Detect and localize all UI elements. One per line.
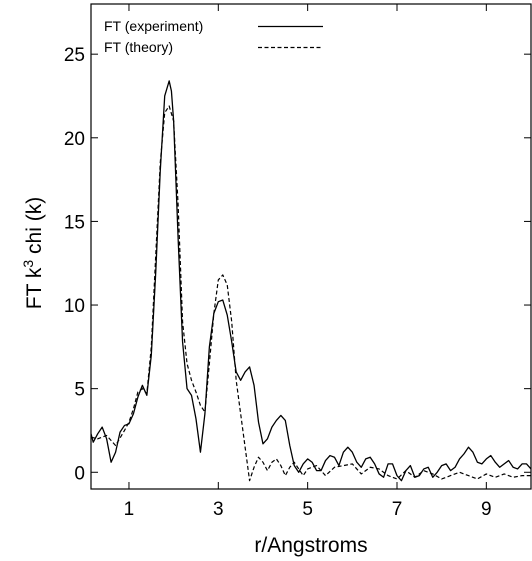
- y-axis-title-suffix: chi (k): [23, 197, 46, 260]
- y-tick-label-15: 15: [64, 212, 85, 233]
- legend: FT (experiment) FT (theory): [104, 18, 323, 55]
- series-layer: [91, 80, 531, 482]
- tick-layer: 1 3 5 7 9 0 5 10 15 20 25: [64, 4, 531, 520]
- plot-frame: [90, 3, 532, 490]
- y-tick-label-10: 10: [64, 296, 85, 317]
- x-tick-label-9: 9: [481, 499, 492, 520]
- series-line-theory: [91, 105, 531, 482]
- x-tick-label-5: 5: [302, 499, 313, 520]
- x-tick-label-7: 7: [392, 499, 403, 520]
- y-axis-title: FT k3 chi (k): [20, 197, 46, 309]
- x-axis-title: r/Angstroms: [254, 534, 367, 557]
- y-tick-label-0: 0: [74, 463, 85, 484]
- legend-label-theory: FT (theory): [104, 39, 173, 55]
- legend-label-experiment: FT (experiment): [104, 18, 203, 34]
- y-axis-title-superscript: 3: [20, 260, 36, 268]
- series-line-experiment: [91, 80, 531, 482]
- y-axis-title-prefix: FT k: [23, 267, 46, 309]
- y-tick-label-5: 5: [74, 380, 85, 401]
- x-tick-label-3: 3: [213, 499, 224, 520]
- y-tick-label-25: 25: [64, 45, 85, 66]
- y-tick-label-20: 20: [64, 129, 85, 150]
- x-tick-label-1: 1: [124, 499, 135, 520]
